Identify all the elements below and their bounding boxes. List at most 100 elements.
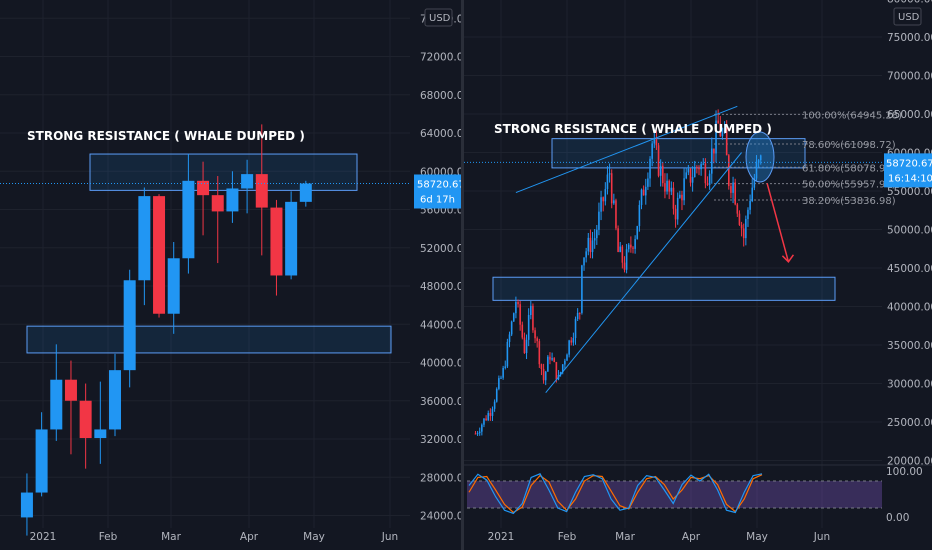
trend-line-lower (545, 152, 742, 394)
candle-body (536, 338, 538, 342)
candle-body (596, 229, 598, 239)
candle-body (474, 433, 477, 435)
candle-body (706, 183, 709, 185)
fib-label: 61.80%(58078.99) (802, 163, 896, 174)
candle-body (559, 372, 562, 375)
support-zone (492, 276, 836, 301)
candle-body (487, 413, 490, 421)
candle-body (708, 173, 711, 185)
candle-body (683, 178, 685, 201)
candle-body (64, 379, 77, 401)
candle-body (757, 160, 760, 163)
candle-body (517, 301, 519, 305)
currency-badge (424, 8, 453, 27)
y-tick-label: 50000.00 (887, 225, 932, 237)
price-badge-label: 58720.67 (886, 158, 932, 169)
y-tick-label: 52000.00 (420, 243, 461, 255)
candle-body (50, 379, 63, 430)
candle-body (725, 128, 728, 156)
candle-body (649, 158, 651, 179)
candle-body (523, 337, 526, 354)
candle-body (653, 139, 656, 144)
candle-body (687, 168, 690, 173)
currency-label: USD (429, 13, 451, 24)
resistance-zone (551, 138, 806, 169)
candle-body (655, 139, 658, 146)
candle-body (512, 313, 515, 322)
candle-body (94, 429, 107, 439)
candle-body (500, 377, 502, 379)
candle-body (602, 197, 604, 202)
y-tick-label: 36000.00 (420, 396, 461, 408)
candle-body (538, 341, 541, 365)
candle-body (698, 168, 700, 170)
y-tick-label: 44000.00 (420, 319, 461, 331)
daily-chart[interactable]: 100.00%(64945.28) 78.60%(61098.72) 61.80%(… (464, 0, 932, 550)
candle-body (182, 180, 195, 259)
candle-body (704, 163, 707, 184)
candle-body (670, 187, 673, 192)
candle-body (583, 257, 585, 266)
candle-body (211, 195, 224, 212)
stoch-band (467, 481, 882, 508)
y-tick-label: 72000.00 (420, 52, 461, 64)
x-tick-label: Mar (615, 531, 635, 543)
support-zone (26, 325, 392, 354)
candle-body (532, 305, 534, 331)
candle-body (123, 280, 136, 371)
candle-body (604, 189, 607, 202)
candle-body (598, 211, 600, 230)
x-tick-label: Mar (161, 531, 181, 543)
candle-body (613, 200, 615, 204)
pane-divider[interactable] (461, 0, 464, 550)
candle-body (478, 431, 481, 434)
y-tick-label: 48000.00 (420, 281, 461, 293)
fib-label: 78.60%(61098.72) (802, 140, 896, 151)
candle-body (715, 120, 717, 154)
y-tick-label: 75000.00 (887, 32, 932, 44)
x-tick-label: Jun (813, 531, 830, 543)
candle-body (606, 174, 609, 190)
y-tick-label: 24000.00 (420, 511, 461, 523)
weekly-chart-pane[interactable]: STRONG RESISTANCE ( WHALE DUMPED )76000.… (0, 0, 461, 550)
candle-body (630, 244, 632, 248)
candle-body (547, 356, 549, 372)
candle-body (542, 368, 545, 381)
y-tick-label: 65000.00 (887, 109, 932, 121)
candle-body (719, 123, 722, 137)
candle-body (581, 265, 583, 313)
highlight-ellipse (745, 131, 775, 183)
x-tick-label: Feb (99, 531, 118, 543)
weekly-chart[interactable]: STRONG RESISTANCE ( WHALE DUMPED )76000.… (0, 0, 461, 550)
candle-body (751, 187, 754, 202)
y-tick-label: 80000.00 (887, 0, 932, 6)
candle-body (625, 249, 628, 270)
daily-chart-pane[interactable]: 100.00%(64945.28) 78.60%(61098.72) 61.80%(… (464, 0, 932, 550)
candle-body (721, 132, 724, 137)
candle-body (589, 237, 592, 253)
candle-body (691, 177, 694, 183)
candle-body (255, 174, 268, 208)
candle-body (732, 182, 734, 193)
candle-body (591, 240, 594, 253)
candle-body (651, 143, 653, 159)
y-tick-label: 28000.00 (420, 472, 461, 484)
candle-body (544, 371, 547, 381)
price-badge (884, 153, 932, 188)
candle-body (634, 239, 636, 249)
candle-body (153, 196, 166, 314)
candle-body (623, 262, 626, 270)
stoch-d-line (468, 474, 763, 514)
candle-body (647, 178, 649, 187)
candle-body (632, 247, 634, 249)
x-tick-label: Jun (381, 531, 398, 543)
x-tick-label: 2021 (30, 531, 57, 543)
candle-body (717, 120, 719, 124)
stoch-tick-100: 100.00 (886, 466, 923, 478)
candle-body (696, 166, 698, 169)
candle-body (619, 246, 622, 252)
candle-body (621, 246, 624, 263)
candle-body (138, 196, 151, 281)
candle-body (553, 358, 556, 363)
candle-body (610, 173, 613, 204)
